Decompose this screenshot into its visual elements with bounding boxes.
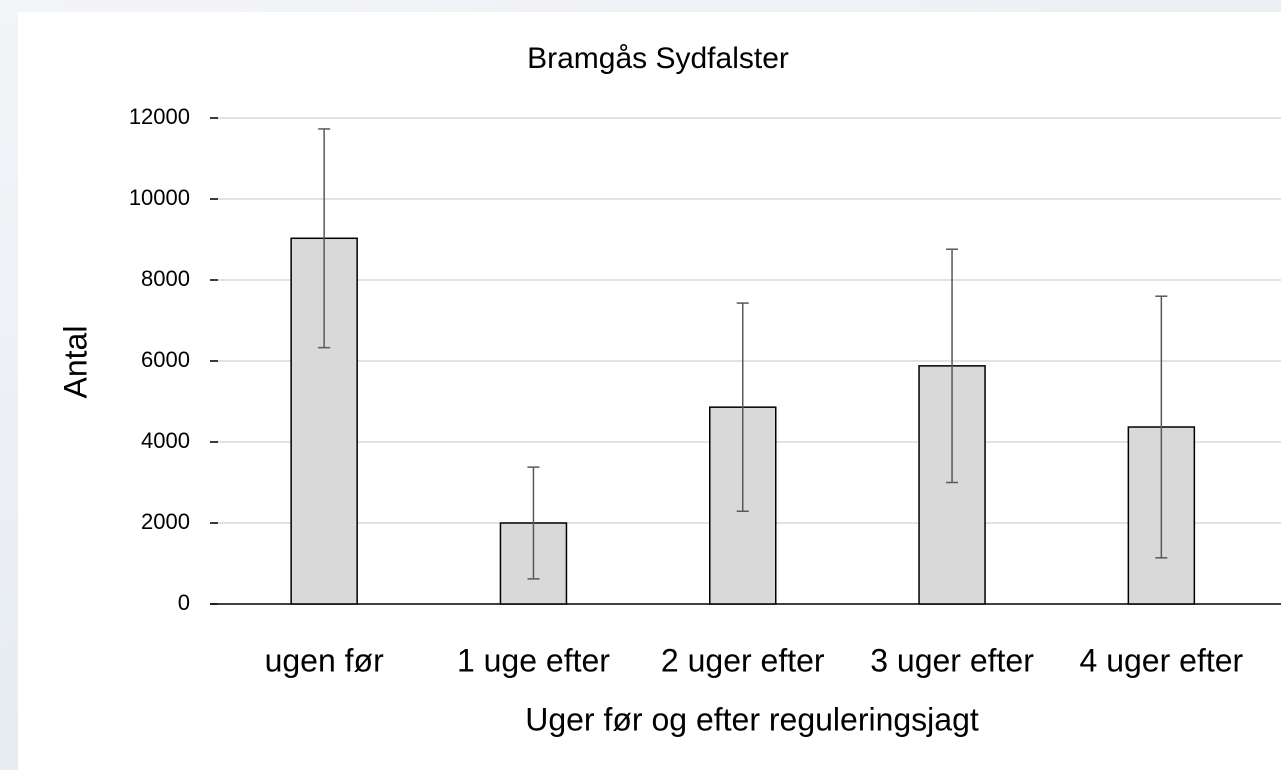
x-axis-label: Uger før og efter reguleringsjagt [525,701,979,737]
chart-area [18,12,1281,770]
y-tick-label: 2000 [141,509,190,534]
y-tick-label: 6000 [141,347,190,372]
x-tick-label: 1 uge efter [457,642,610,678]
y-tick-label: 0 [178,590,190,615]
x-tick-label: 4 uger efter [1080,642,1244,678]
x-tick-label: 3 uger efter [870,642,1034,678]
chart-title: Bramgås Sydfalster [527,42,789,75]
x-tick-label: 2 uger efter [661,642,825,678]
y-tick-label: 12000 [129,104,190,129]
x-tick-label: ugen før [265,642,385,678]
y-tick-label: 4000 [141,428,190,453]
y-tick-label: 8000 [141,266,190,291]
y-tick-label: 10000 [129,185,190,210]
y-axis-label: Antal [57,326,93,399]
